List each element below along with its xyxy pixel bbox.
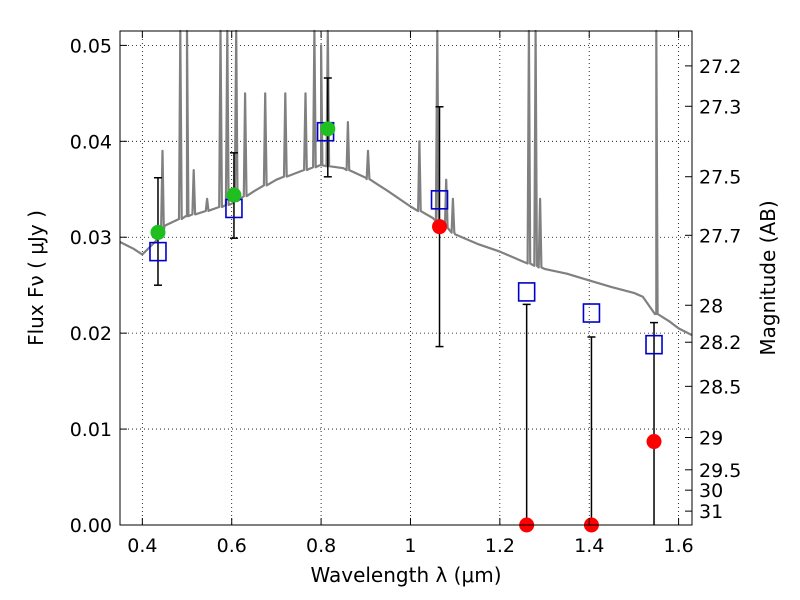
synthetic-photometry-box [430, 190, 449, 210]
magnitude-tick-label: 28 [699, 295, 723, 317]
y-tick-label: 0.01 [70, 419, 112, 441]
y-tick-label: 0.00 [70, 515, 112, 537]
x-tick-label: 0.6 [217, 535, 247, 557]
y-axis-label: Flux Fν ( μJy ) [24, 210, 48, 346]
y-tick-label: 0.02 [70, 323, 112, 345]
synthetic-photometry [149, 121, 663, 355]
observed-photometry-point [320, 121, 336, 137]
observed-photometry-point [432, 219, 448, 235]
plot-frame [119, 30, 693, 526]
error-bars [153, 77, 659, 525]
x-tick-label: 1.6 [663, 535, 693, 557]
x-tick-label: 1.4 [574, 535, 604, 557]
x-tick-label: 1.2 [485, 535, 515, 557]
magnitude-tick-label: 29 [699, 428, 723, 450]
magnitude-tick-label: 27.7 [699, 225, 741, 247]
magnitude-tick-label: 31 [699, 501, 723, 523]
y-tick-label: 0.03 [70, 227, 112, 249]
observed-photometry-point [646, 434, 662, 450]
synthetic-photometry-box [517, 282, 536, 302]
x-tick-label: 1 [404, 535, 416, 557]
x-tick-label: 0.8 [306, 535, 336, 557]
x-axis-label: Wavelength λ (μm) [310, 563, 501, 587]
observed-photometry [150, 121, 662, 533]
observed-photometry-point [150, 224, 166, 240]
magnitude-tick-label: 28.5 [699, 376, 741, 398]
y-tick-label: 0.05 [70, 35, 112, 57]
magnitude-tick-label: 29.5 [699, 460, 741, 482]
synthetic-photometry-box [582, 303, 601, 323]
magnitude-tick-label: 27.2 [699, 56, 741, 78]
model-spectrum-line [119, 29, 693, 337]
magnitude-tick-label: 27.5 [699, 167, 741, 189]
axes: 0.4 0.6 0.8 1 1.2 1.4 1.6 0.00 0.01 0.02 0.03 0.04 0… [70, 31, 741, 557]
model-spectrum [119, 29, 693, 337]
synthetic-photometry-box [645, 334, 663, 355]
magnitude-axis-label: Magnitude (AB) [756, 200, 780, 355]
synthetic-photometry-box [149, 241, 167, 262]
x-tick-label: 0.4 [127, 535, 157, 557]
magnitude-tick-label: 28.2 [699, 332, 741, 354]
y-tick-label: 0.04 [70, 131, 112, 153]
grid [120, 31, 692, 525]
observed-photometry-point [226, 187, 242, 203]
magnitude-tick-label: 27.3 [699, 96, 741, 118]
magnitude-tick-label: 30 [699, 480, 723, 502]
